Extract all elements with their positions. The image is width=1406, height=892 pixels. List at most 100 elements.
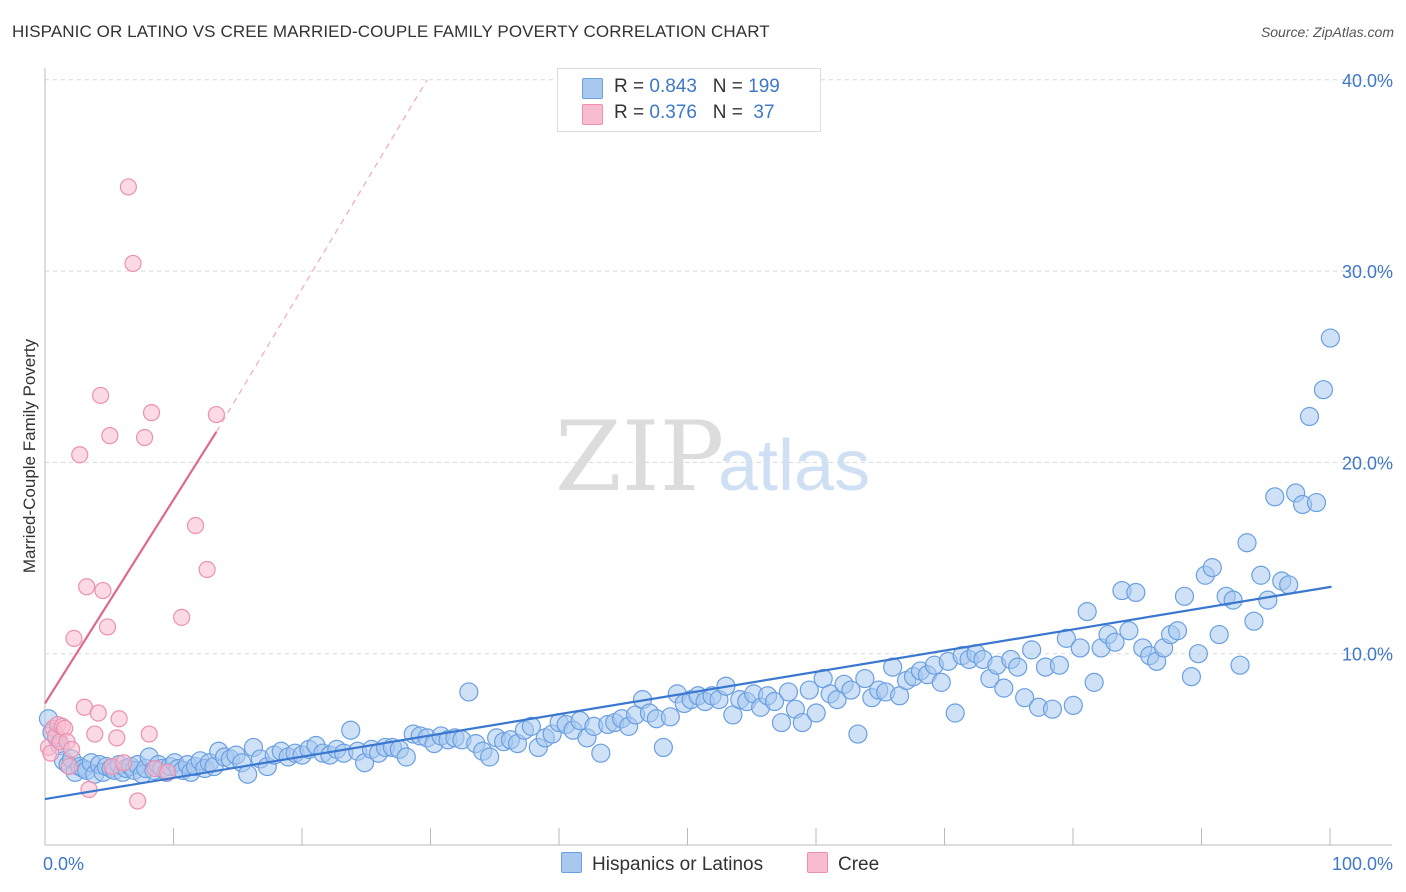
point-hispanic <box>1167 621 1188 641</box>
point-hispanic <box>1313 380 1334 400</box>
point-hispanic <box>1022 640 1042 660</box>
point-hispanic <box>660 707 680 727</box>
point-hispanic <box>945 703 965 723</box>
point-hispanic <box>1279 575 1299 595</box>
point-cree <box>89 704 107 722</box>
point-cree <box>60 757 78 776</box>
point-hispanic <box>653 737 673 758</box>
point-cree <box>140 725 158 743</box>
legend-n-value: 199 <box>748 76 780 97</box>
point-hispanic <box>994 678 1014 698</box>
legend-item-cree[interactable]: Cree <box>807 852 879 876</box>
point-cree <box>159 763 177 781</box>
y-tick-label: 20.0% <box>1342 453 1393 473</box>
point-cree <box>186 516 205 535</box>
y-tick-label: 30.0% <box>1342 262 1393 282</box>
point-hispanic <box>931 672 951 692</box>
point-cree <box>78 578 96 596</box>
trend-lines <box>44 79 1332 801</box>
trend-line-cree <box>44 431 218 705</box>
point-cree <box>207 405 225 424</box>
point-cree <box>65 629 83 647</box>
point-cree <box>86 725 104 743</box>
trend-line-cree-extension <box>215 79 428 433</box>
point-hispanic <box>1202 558 1222 578</box>
point-hispanic <box>1119 621 1139 641</box>
point-hispanic <box>764 691 785 712</box>
point-cree <box>124 254 142 273</box>
point-cree <box>63 740 81 758</box>
point-hispanic <box>1105 632 1125 652</box>
legend-swatch-hispanic <box>582 78 603 99</box>
legend-n-label: N = <box>712 102 749 123</box>
point-hispanic <box>1223 590 1243 610</box>
point-cree <box>80 780 98 799</box>
point-cree <box>42 744 60 762</box>
point-cree <box>129 792 147 810</box>
point-hispanic <box>521 716 541 736</box>
legend-swatch-cree <box>807 852 828 873</box>
chart-title: HISPANIC OR LATINO VS CREE MARRIED-COUPL… <box>12 22 770 41</box>
legend-r-label: R = <box>614 102 650 123</box>
point-hispanic <box>591 743 611 763</box>
point-hispanic <box>396 747 416 767</box>
point-hispanic <box>1237 533 1257 553</box>
legend-item-hispanic[interactable]: Hispanics or Latinos <box>561 852 763 876</box>
point-hispanic <box>1084 672 1104 692</box>
point-hispanic <box>1056 628 1076 648</box>
watermark: ZIP atlas <box>555 401 870 513</box>
trend-line-hispanic <box>44 585 1332 801</box>
point-hispanic <box>1265 487 1285 507</box>
point-hispanic <box>1320 328 1340 348</box>
point-hispanic <box>1251 565 1271 585</box>
point-hispanic <box>1070 638 1090 658</box>
point-cree <box>91 386 110 405</box>
point-hispanic <box>459 682 479 702</box>
point-hispanic <box>1181 667 1202 687</box>
point-hispanic <box>238 764 258 784</box>
point-hispanic <box>1063 695 1083 715</box>
point-hispanic <box>480 747 500 767</box>
point-cree <box>110 710 128 728</box>
point-hispanic <box>1188 644 1208 664</box>
legend-n-label: N = <box>712 76 749 97</box>
source-credit: Source: ZipAtlas.com <box>1260 24 1394 40</box>
point-hispanic <box>792 712 812 733</box>
legend-r-value: 0.376 <box>649 102 697 123</box>
point-cree <box>101 427 119 445</box>
point-cree <box>71 446 89 464</box>
point-cree <box>108 729 126 747</box>
point-hispanic <box>1306 492 1327 513</box>
point-hispanic <box>1042 699 1063 719</box>
x-tick-label-max: 100.0% <box>1332 854 1393 874</box>
point-cree <box>135 428 154 447</box>
point-hispanic <box>799 680 819 700</box>
point-hispanic <box>1174 586 1195 606</box>
point-hispanic <box>1258 590 1278 610</box>
point-cree <box>98 618 117 636</box>
y-tick-label: 40.0% <box>1342 71 1393 91</box>
legend-label-hispanic: Hispanics or Latinos <box>592 854 764 875</box>
point-hispanic <box>806 703 826 723</box>
point-hispanic <box>1299 406 1320 427</box>
y-axis-label: Married-Couple Family Poverty <box>20 338 39 574</box>
gridlines <box>45 79 1392 655</box>
point-hispanic <box>1077 602 1097 622</box>
point-hispanic <box>778 682 799 702</box>
legend-r-label: R = <box>614 76 650 97</box>
point-hispanic <box>341 720 361 740</box>
y-tick-label: 10.0% <box>1342 645 1393 665</box>
tick-labels: 10.0% 20.0% 30.0% 40.0% 0.0% 100.0% <box>43 71 1393 874</box>
point-cree <box>119 178 137 196</box>
legend-n-value: 37 <box>748 102 775 123</box>
legend-text-hispanic: R = 0.843 N = 199 <box>614 76 780 98</box>
point-cree <box>198 560 216 579</box>
legend-swatch-hispanic <box>561 852 582 873</box>
point-hispanic <box>1049 655 1070 675</box>
point-hispanic <box>1008 657 1028 677</box>
point-hispanic <box>1209 624 1229 645</box>
correlation-legend: R = 0.843 N = 199 R = 0.376 N = 37 <box>557 68 821 132</box>
point-hispanic <box>855 668 875 689</box>
point-cree <box>142 404 161 422</box>
